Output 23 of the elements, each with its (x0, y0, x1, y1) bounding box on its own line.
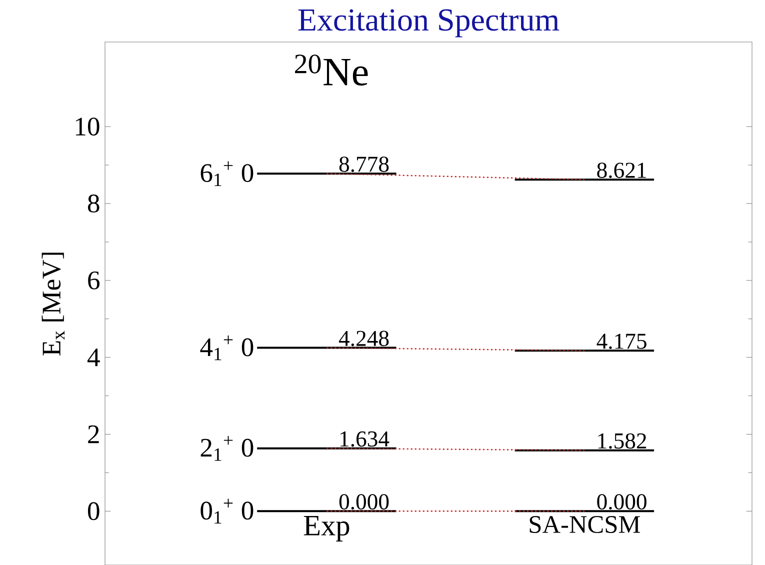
chart-subtitle: $^{20}$Ne (295, 54, 368, 86)
data-label: 0.000 (339, 494, 389, 510)
y-tick-label: 2 (88, 425, 99, 444)
x-tick-label: SA-NCSM (530, 516, 640, 534)
data-label: 4.248 (338, 330, 389, 346)
data-label: 8.778 (339, 156, 389, 172)
data-label: 0.000 (597, 494, 646, 510)
chart-title: Excitation Spectrum (298, 9, 560, 38)
data-label: 1.634 (340, 431, 390, 447)
text: 4$_{1}$$^{+}$ 0 (200, 335, 254, 360)
text: 2$_{1}$$^{+}$ 0 (200, 436, 254, 461)
y-axis-title: E$_{x}$ [MeV] (42, 252, 64, 356)
data-label: 1.582 (598, 433, 646, 449)
y-tick-label: 0 (88, 502, 100, 520)
data-label: 8.621 (597, 162, 646, 178)
data-label: 4.175 (596, 334, 646, 349)
text: 6$_{1}$$^{+}$ 0 (200, 161, 254, 186)
y-tick-label: 6 (88, 271, 100, 290)
x-tick-label: Exp (304, 516, 350, 542)
y-tick-label: 10 (76, 118, 100, 136)
y-tick-label: 8 (88, 194, 100, 212)
y-tick-label: 4 (87, 348, 100, 366)
text: 0$_{1}$$^{+}$ 0 (200, 498, 254, 524)
